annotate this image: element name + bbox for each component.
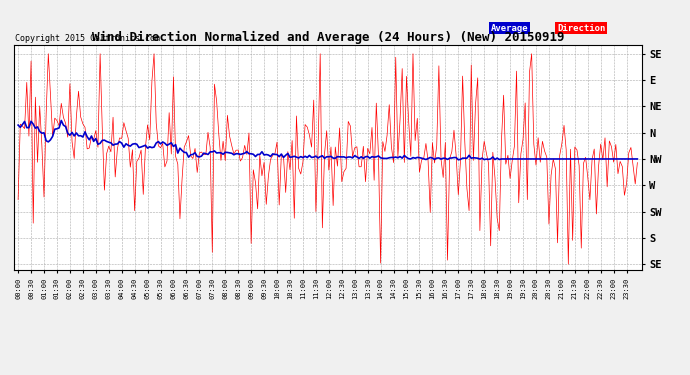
Text: Direction: Direction	[557, 24, 605, 33]
Text: Copyright 2015 Cartronics.com: Copyright 2015 Cartronics.com	[15, 34, 160, 43]
Text: Average: Average	[491, 24, 529, 33]
Title: Wind Direction Normalized and Average (24 Hours) (New) 20150919: Wind Direction Normalized and Average (2…	[92, 31, 564, 44]
